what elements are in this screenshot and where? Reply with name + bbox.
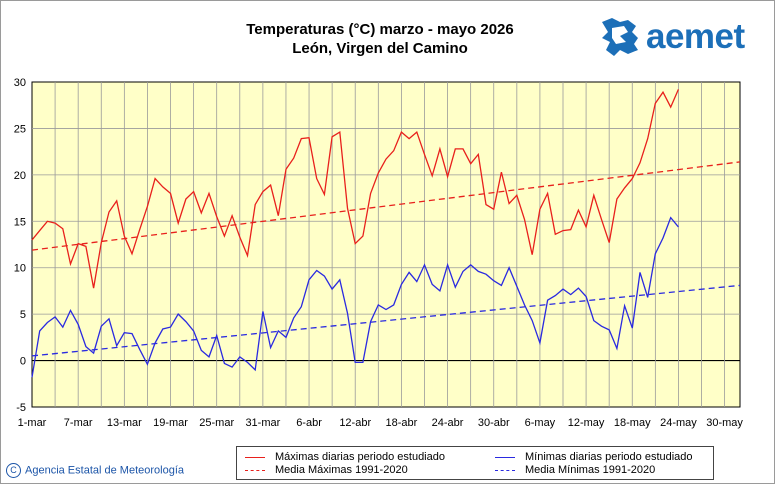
footer-credit: C Agencia Estatal de Meteorología bbox=[6, 463, 184, 478]
aemet-logo-icon bbox=[602, 18, 638, 56]
x-tick-label: 30-abr bbox=[478, 417, 510, 429]
chart-title: Temperaturas (°C) marzo - mayo 2026 León… bbox=[130, 20, 630, 58]
series-line-3 bbox=[31, 216, 679, 378]
aemet-logo: aemet bbox=[598, 16, 773, 58]
logo-wordmark: aemet bbox=[646, 17, 745, 56]
legend-label: Media Máximas 1991-2020 bbox=[275, 464, 408, 476]
series-lines bbox=[31, 89, 741, 378]
x-tick-label: 25-mar bbox=[199, 417, 234, 429]
grid-lines bbox=[32, 82, 740, 407]
x-tick-label: 24-may bbox=[660, 417, 697, 429]
x-tick-label: 30-may bbox=[706, 417, 743, 429]
x-tick-label: 12-abr bbox=[339, 417, 371, 429]
x-tick-label: 1-mar bbox=[18, 417, 47, 429]
y-axis-ticks: -5 0 5 10 15 20 25 30 bbox=[14, 77, 26, 414]
legend-swatch bbox=[495, 457, 515, 458]
y-tick-label: 15 bbox=[14, 216, 26, 228]
legend-label: Media Mínimas 1991-2020 bbox=[525, 464, 656, 476]
x-tick-label: 24-abr bbox=[432, 417, 464, 429]
y-tick-label: 10 bbox=[14, 263, 26, 275]
legend-swatch bbox=[245, 470, 265, 471]
y-tick-label: 20 bbox=[14, 170, 26, 182]
y-tick-label: 0 bbox=[20, 356, 26, 368]
title-line-2: León, Virgen del Camino bbox=[292, 40, 468, 57]
y-tick-label: -5 bbox=[16, 402, 26, 414]
x-tick-label: 19-mar bbox=[153, 417, 188, 429]
plot-area bbox=[31, 81, 741, 408]
x-tick-label: 6-abr bbox=[296, 417, 322, 429]
y-tick-label: 30 bbox=[14, 77, 26, 89]
x-tick-label: 12-may bbox=[568, 417, 605, 429]
agency-name: Agencia Estatal de Meteorología bbox=[25, 464, 184, 477]
x-tick-label: 31-mar bbox=[245, 417, 280, 429]
series-line-1 bbox=[31, 89, 679, 289]
x-tick-label: 7-mar bbox=[64, 417, 93, 429]
title-line-1: Temperaturas (°C) marzo - mayo 2026 bbox=[246, 21, 514, 38]
chart-legend: Máximas diarias periodo estudiado Media M… bbox=[236, 446, 714, 480]
y-tick-label: 5 bbox=[20, 309, 26, 321]
temperature-chart: -5 0 5 10 15 20 25 30 1-mar 7-mar 13-mar 19-mar 25-… bbox=[14, 77, 744, 429]
copyright-icon: C bbox=[6, 463, 21, 478]
legend-swatch bbox=[495, 470, 515, 471]
series-line-4 bbox=[31, 284, 741, 357]
x-tick-label: 13-mar bbox=[107, 417, 142, 429]
legend-swatch bbox=[245, 457, 265, 458]
series-line-2 bbox=[31, 161, 741, 251]
legend-label: Mínimas diarias periodo estudiado bbox=[525, 451, 693, 463]
x-tick-label: 18-abr bbox=[385, 417, 417, 429]
x-tick-label: 6-may bbox=[525, 417, 556, 429]
y-tick-label: 25 bbox=[14, 123, 26, 135]
x-axis-ticks: 1-mar 7-mar 13-mar 19-mar 25-mar 31-mar 6-abr 1… bbox=[18, 417, 744, 429]
x-tick-label: 18-may bbox=[614, 417, 651, 429]
legend-label: Máximas diarias periodo estudiado bbox=[275, 451, 445, 463]
